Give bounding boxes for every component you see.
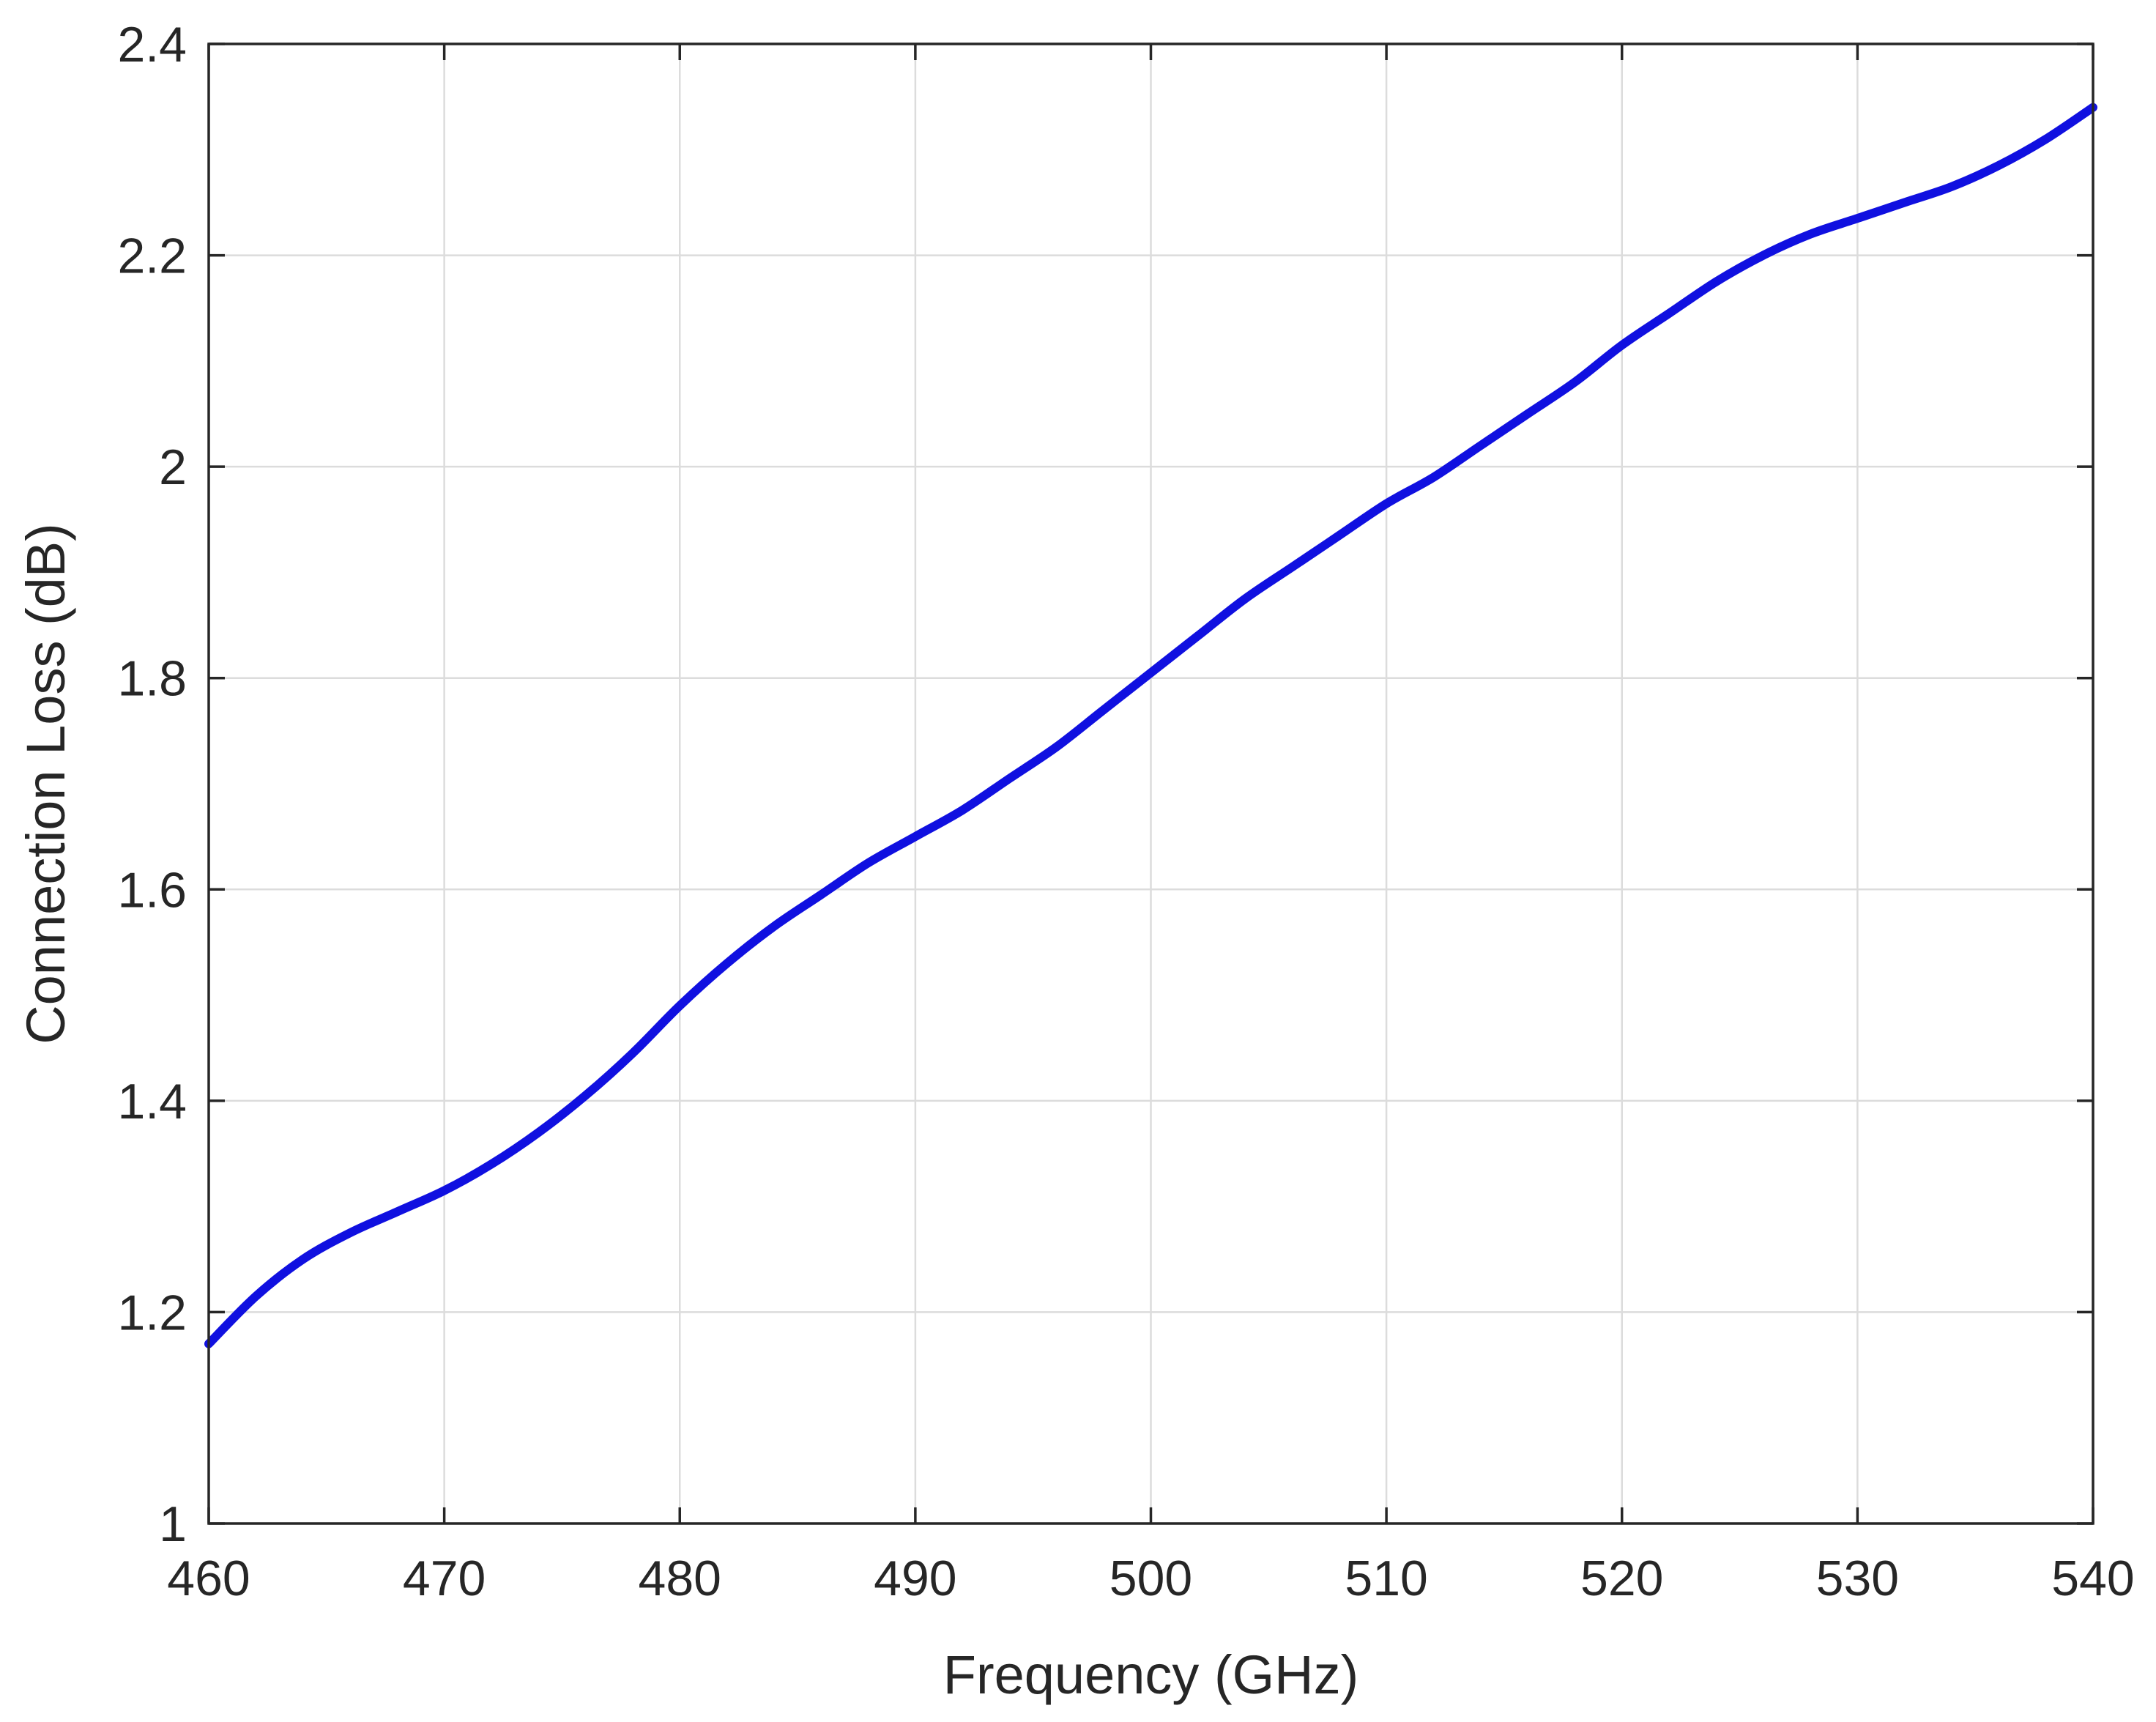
x-tick-label: 470 xyxy=(403,1551,486,1606)
y-tick-label: 1.4 xyxy=(117,1074,187,1129)
y-tick-label: 1.8 xyxy=(117,651,187,707)
x-tick-label: 460 xyxy=(167,1551,250,1606)
x-tick-label: 480 xyxy=(639,1551,721,1606)
y-tick-label: 2 xyxy=(159,439,187,495)
x-tick-label: 520 xyxy=(1580,1551,1663,1606)
x-tick-label: 530 xyxy=(1816,1551,1899,1606)
y-axis-label: Connection Loss (dB) xyxy=(15,523,76,1044)
tick-marks xyxy=(207,42,2094,1525)
x-tick-label: 490 xyxy=(874,1551,956,1606)
y-tick-labels: 1 1.2 1.4 1.6 1.8 2 2.2 2.4 xyxy=(117,17,187,1552)
x-tick-labels: 460 470 480 490 500 510 520 530 540 xyxy=(167,1551,2134,1606)
x-tick-label: 540 xyxy=(2051,1551,2134,1606)
y-tick-label: 1.2 xyxy=(117,1285,187,1340)
y-tick-label: 2.4 xyxy=(117,17,187,73)
series-line-0 xyxy=(204,103,2097,1348)
y-tick-label: 1 xyxy=(159,1496,187,1552)
y-tick-label: 1.6 xyxy=(117,862,187,918)
series-group xyxy=(204,103,2097,1348)
y-tick-label: 2.2 xyxy=(117,229,187,284)
grid-lines xyxy=(207,42,2094,1525)
x-axis-label: Frequency (GHz) xyxy=(943,1644,1358,1705)
x-tick-label: 500 xyxy=(1109,1551,1192,1606)
x-tick-label: 510 xyxy=(1345,1551,1427,1606)
